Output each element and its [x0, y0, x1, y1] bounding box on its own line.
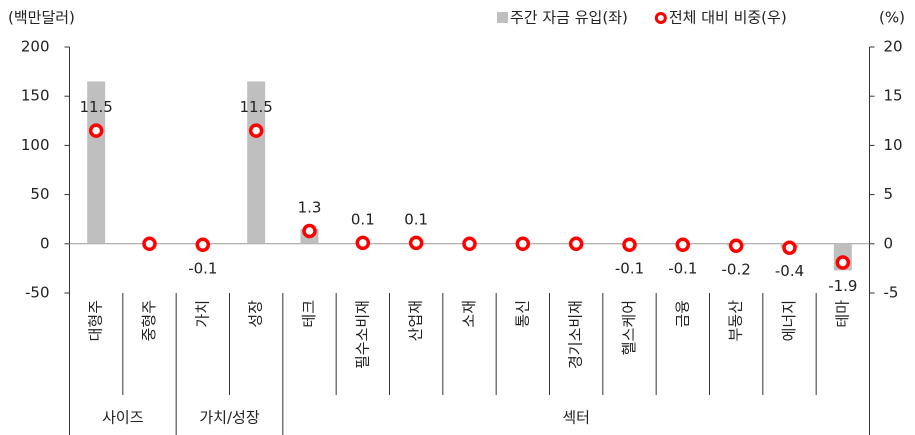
y2-tick-label: -5	[884, 284, 899, 302]
data-label: 1.3	[298, 199, 322, 217]
x-tick-label: 헬스케어	[620, 300, 638, 355]
marker	[622, 237, 637, 253]
x-tick-label: 필수소비재	[353, 300, 371, 369]
data-label: 11.5	[239, 98, 272, 116]
x-tick-label: 성장	[247, 300, 265, 328]
legend-swatch	[654, 12, 667, 24]
data-label: -1.9	[828, 277, 857, 295]
x-tick-label: 통신	[513, 300, 531, 328]
y2-tick-label: 10	[884, 136, 903, 154]
y-tick-label: 50	[30, 185, 49, 203]
bar	[87, 81, 106, 244]
x-tick-label: 소재	[460, 300, 478, 328]
x-tick-label: 금융	[673, 300, 691, 328]
y-tick-label: 100	[21, 136, 50, 154]
data-label: 0.1	[404, 210, 428, 228]
x-tick-label: 대형주	[87, 300, 105, 341]
data-label: -0.1	[188, 259, 217, 277]
marker	[195, 237, 211, 253]
marker	[675, 237, 691, 253]
marker	[462, 236, 477, 252]
data-label: -0.4	[775, 262, 804, 280]
marker	[248, 123, 264, 138]
x-tick-label: 에너지	[780, 300, 798, 341]
group-label: 사이즈	[102, 409, 144, 427]
marker	[782, 240, 797, 255]
y-tick-label: 0	[40, 234, 50, 252]
x-tick-label: 경기소비재	[567, 300, 585, 369]
data-label: 0.1	[351, 210, 375, 228]
bar	[247, 81, 266, 244]
y-tick-label: 200	[21, 38, 50, 56]
y-tick-label: -50	[25, 284, 50, 302]
marker	[142, 236, 157, 252]
y2-tick-label: 15	[884, 87, 903, 105]
group-label: 가치/성장	[199, 409, 259, 427]
group-label: 섹터	[562, 409, 590, 427]
y2-axis-label: (%)	[879, 9, 905, 27]
marker	[568, 236, 584, 252]
x-tick-label: 가치	[193, 300, 211, 328]
data-label: 11.5	[79, 98, 112, 116]
y2-tick-label: 0	[884, 234, 894, 252]
marker	[835, 255, 851, 270]
data-label: -0.1	[668, 259, 697, 277]
y-axis-label: (백만달러)	[8, 9, 75, 27]
marker	[728, 238, 744, 254]
marker	[515, 236, 531, 252]
x-tick-label: 테마	[833, 300, 851, 328]
data-label: -0.1	[615, 259, 644, 277]
marker	[302, 223, 317, 239]
x-tick-label: 산업재	[407, 300, 425, 341]
marker	[355, 235, 371, 251]
data-label: -0.2	[722, 260, 751, 278]
marker	[408, 235, 424, 251]
x-tick-label: 테크	[300, 300, 318, 328]
y-tick-label: 150	[21, 87, 50, 105]
y2-tick-label: 5	[884, 185, 894, 203]
legend-label: 주간 자금 유입(좌)	[510, 9, 628, 27]
marker	[88, 123, 104, 138]
y2-tick-label: 20	[884, 38, 903, 56]
legend-label: 전체 대비 비중(우)	[669, 9, 787, 27]
x-tick-label: 중형주	[140, 300, 158, 341]
x-tick-label: 부동산	[727, 300, 745, 342]
legend-swatch	[497, 12, 508, 23]
